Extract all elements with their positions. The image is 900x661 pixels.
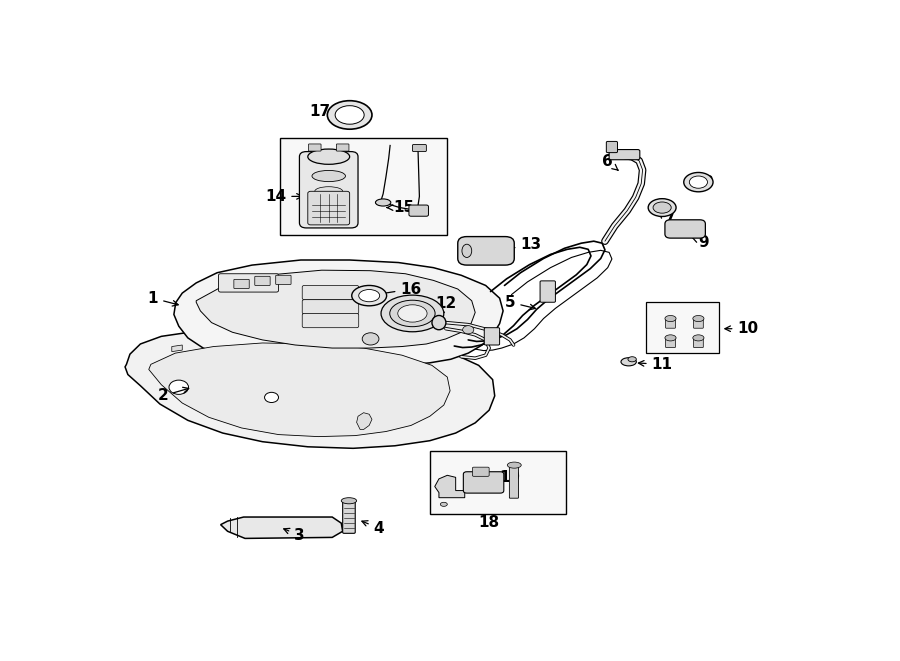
FancyBboxPatch shape [302, 299, 359, 314]
Polygon shape [125, 330, 495, 448]
Text: 15: 15 [387, 200, 415, 215]
FancyBboxPatch shape [509, 465, 518, 498]
Text: 8: 8 [697, 175, 713, 190]
FancyBboxPatch shape [464, 472, 504, 493]
FancyBboxPatch shape [302, 286, 359, 299]
FancyBboxPatch shape [309, 144, 321, 151]
Polygon shape [148, 343, 450, 437]
FancyBboxPatch shape [540, 281, 555, 302]
Polygon shape [220, 517, 343, 539]
FancyBboxPatch shape [343, 502, 356, 533]
Ellipse shape [308, 149, 349, 165]
FancyBboxPatch shape [484, 328, 500, 345]
Ellipse shape [381, 295, 444, 332]
Polygon shape [196, 270, 475, 348]
Ellipse shape [665, 335, 676, 341]
Text: 18: 18 [479, 515, 500, 529]
Polygon shape [356, 412, 372, 430]
Text: 14: 14 [266, 189, 302, 204]
Polygon shape [435, 475, 464, 498]
FancyBboxPatch shape [219, 274, 278, 292]
FancyBboxPatch shape [458, 237, 514, 265]
Ellipse shape [689, 176, 707, 188]
Ellipse shape [312, 171, 346, 182]
FancyBboxPatch shape [666, 337, 675, 348]
Text: 19: 19 [486, 470, 520, 485]
Circle shape [169, 380, 188, 395]
Ellipse shape [684, 173, 713, 192]
FancyBboxPatch shape [337, 144, 349, 151]
Ellipse shape [508, 462, 521, 468]
Text: 5: 5 [505, 295, 536, 310]
Bar [646, 302, 719, 353]
FancyBboxPatch shape [472, 467, 490, 477]
Ellipse shape [341, 498, 356, 504]
Ellipse shape [648, 199, 676, 217]
Ellipse shape [432, 315, 446, 330]
FancyBboxPatch shape [607, 141, 617, 153]
FancyBboxPatch shape [302, 313, 359, 328]
Ellipse shape [621, 358, 636, 366]
FancyBboxPatch shape [665, 220, 706, 238]
Text: 4: 4 [362, 521, 384, 535]
Ellipse shape [335, 106, 365, 124]
Ellipse shape [359, 290, 380, 301]
FancyBboxPatch shape [255, 276, 270, 286]
Bar [280, 138, 447, 235]
Ellipse shape [665, 315, 676, 322]
Ellipse shape [653, 202, 671, 214]
FancyBboxPatch shape [275, 275, 291, 284]
Bar [430, 451, 566, 514]
Ellipse shape [352, 286, 387, 306]
Circle shape [265, 393, 278, 403]
Text: 2: 2 [158, 387, 189, 403]
FancyBboxPatch shape [694, 337, 703, 348]
FancyBboxPatch shape [609, 149, 640, 160]
Circle shape [463, 326, 473, 334]
Text: 6: 6 [602, 154, 618, 171]
Ellipse shape [390, 300, 435, 327]
FancyBboxPatch shape [300, 151, 358, 228]
Polygon shape [174, 260, 503, 367]
Ellipse shape [440, 502, 447, 506]
FancyBboxPatch shape [694, 318, 703, 329]
FancyBboxPatch shape [412, 145, 427, 151]
Text: 3: 3 [284, 528, 305, 543]
Circle shape [362, 332, 379, 345]
Text: 10: 10 [724, 321, 759, 336]
Text: 7: 7 [659, 212, 674, 228]
Text: 11: 11 [638, 357, 672, 372]
Text: 12: 12 [436, 295, 456, 316]
FancyBboxPatch shape [666, 318, 675, 329]
Text: 17: 17 [310, 104, 346, 120]
Text: 9: 9 [692, 235, 709, 250]
Ellipse shape [628, 357, 636, 362]
Ellipse shape [375, 199, 391, 206]
FancyBboxPatch shape [409, 205, 428, 216]
Ellipse shape [315, 186, 343, 196]
Text: 1: 1 [148, 291, 178, 306]
FancyBboxPatch shape [234, 280, 249, 288]
FancyBboxPatch shape [308, 191, 349, 225]
Ellipse shape [462, 244, 472, 257]
Ellipse shape [693, 315, 704, 322]
Polygon shape [172, 345, 182, 352]
Ellipse shape [398, 305, 428, 322]
Text: 16: 16 [374, 282, 422, 297]
Ellipse shape [693, 335, 704, 341]
Ellipse shape [328, 100, 372, 129]
Text: 13: 13 [497, 237, 542, 253]
